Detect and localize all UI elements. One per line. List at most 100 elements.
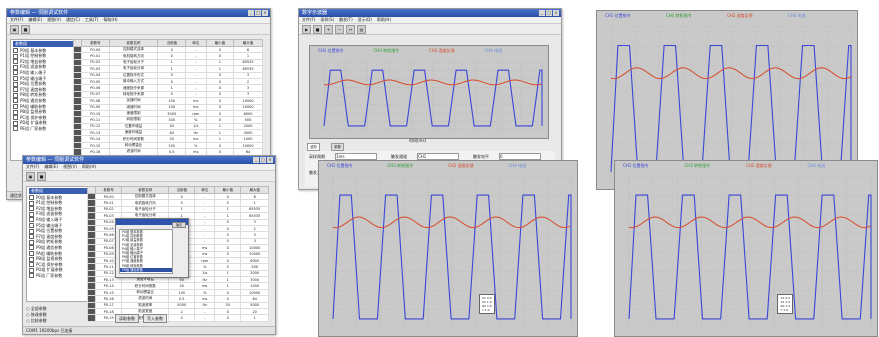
dialog-list-item[interactable]: P1组 控制参数: [122, 234, 143, 239]
table-header-cell[interactable]: 参数号: [81, 39, 110, 47]
tree-item[interactable]: P7组 速度参数: [13, 87, 73, 93]
menu-display[interactable]: 显示(D): [357, 17, 372, 22]
table-header-cell[interactable]: 最大值: [233, 39, 263, 47]
table-cell[interactable]: 20: [168, 282, 196, 290]
menu-edit[interactable]: 编辑(E): [28, 17, 43, 22]
save-icon[interactable]: ■: [37, 171, 46, 181]
open-icon[interactable]: ▣: [10, 24, 19, 34]
read-params-button[interactable]: 读取参数: [115, 314, 139, 323]
menu-comm[interactable]: 通信(C): [65, 17, 80, 22]
expand-icon[interactable]: [13, 92, 18, 98]
table-row[interactable]: P0-02 电子齿轮分子 1-1 65535: [73, 58, 263, 67]
dialog-list-item[interactable]: P4组 输入端子: [122, 246, 143, 251]
maximize-button[interactable]: □: [255, 10, 261, 16]
tree-item[interactable]: P9组 通信参数: [13, 98, 73, 104]
table-header-cell[interactable]: 当前值: [157, 39, 187, 47]
dialog-list-item[interactable]: P9组 通信参数: [120, 267, 172, 273]
zoom-in-icon[interactable]: +: [324, 24, 333, 34]
dialog-list-item[interactable]: P0组 基本参数: [122, 230, 143, 234]
expand-icon[interactable]: [13, 48, 18, 54]
table-cell[interactable]: 100: [157, 97, 187, 105]
expand-icon[interactable]: [13, 59, 18, 65]
expand-icon[interactable]: [13, 53, 18, 59]
tree-item[interactable]: PA组 辅助参数: [13, 104, 73, 110]
expand-icon[interactable]: [29, 267, 34, 273]
tree-item[interactable]: PD组 扩展参数: [13, 120, 73, 126]
table-cell[interactable]: 100: [168, 288, 196, 297]
table-row[interactable]: P0-03 电子齿轮分母 1-1 65535: [73, 65, 263, 73]
table-header-cell[interactable]: 参数名称: [108, 39, 159, 47]
waveform-panel-2[interactable]: CH1 位置指令 CH3 转矩指令 CH2 速度反馈 CH4 电流 X1 0.0 X2 1…: [318, 160, 578, 337]
stop-icon[interactable]: ■: [313, 24, 322, 34]
option-all[interactable]: ○ 全部参数: [26, 306, 47, 311]
tab-params[interactable]: 参数: [331, 143, 344, 151]
menu-file[interactable]: 文件(F): [26, 164, 40, 169]
expand-icon[interactable]: [29, 273, 34, 279]
menu-tools[interactable]: 工具(T): [84, 17, 99, 22]
close-button[interactable]: ×: [262, 10, 268, 16]
expand-icon[interactable]: [29, 256, 34, 262]
param-field[interactable]: 0: [499, 153, 541, 160]
maximize-button[interactable]: □: [260, 157, 266, 163]
tree-item[interactable]: P9组 通信参数: [29, 245, 87, 251]
table-header-cell[interactable]: 最大值: [240, 186, 269, 194]
option-modified[interactable]: ○ 修改参数: [26, 312, 47, 317]
table-cell[interactable]: 0: [157, 77, 187, 86]
table-cell[interactable]: 1: [157, 65, 187, 73]
expand-icon[interactable]: [13, 115, 18, 121]
expand-icon[interactable]: [13, 76, 18, 82]
param-field[interactable]: 1ms: [335, 153, 377, 160]
expand-icon[interactable]: [13, 104, 18, 110]
tree-item[interactable]: P5组 输出端子: [29, 223, 87, 229]
table-header-cell[interactable]: 当前值: [168, 186, 196, 194]
dialog-list-item[interactable]: P5组 输出端子: [122, 251, 143, 256]
tree-item[interactable]: P4组 输入端子: [29, 217, 87, 223]
table-cell[interactable]: 0: [157, 71, 187, 79]
expand-icon[interactable]: [29, 200, 34, 206]
dialog-group-list[interactable]: P0组 基本参数 P1组 控制参数 P2组 增益参数 P3组 滤波参数 P4组 输入端子…: [119, 229, 173, 274]
tree-item[interactable]: PE组 厂家参数: [13, 126, 73, 132]
expand-icon[interactable]: [13, 120, 18, 126]
table-header-cell[interactable]: 参数号: [94, 186, 123, 194]
minimize-button[interactable]: _: [248, 10, 254, 16]
table-row[interactable]: P0-16 滤波时间 0.5 ms 0 64: [87, 295, 269, 303]
menu-help[interactable]: 帮助(H): [103, 17, 118, 22]
table-cell[interactable]: 300: [157, 116, 187, 124]
dialog-list-item[interactable]: P7组 速度参数: [122, 259, 143, 264]
tree-item[interactable]: P6组 位置参数: [13, 81, 73, 87]
dialog-list-item[interactable]: P2组 增益参数: [122, 238, 143, 243]
expand-icon[interactable]: [29, 217, 34, 223]
zoom-out-icon[interactable]: −: [335, 24, 344, 34]
expand-icon[interactable]: [29, 251, 34, 257]
tree-item[interactable]: P7组 速度参数: [29, 234, 87, 240]
tree-item[interactable]: P6组 位置参数: [29, 228, 87, 234]
tree-item[interactable]: P3组 滤波参数: [13, 64, 73, 70]
table-row[interactable]: P0-14 积分时间常数 20 ms 1 1000: [87, 282, 269, 290]
cursor-readout-box[interactable]: X1 0.0 X2 1.0 ΔX 1.0 Y 1.0: [478, 294, 495, 314]
tree-item[interactable]: PC组 保护参数: [29, 262, 87, 268]
tree-item[interactable]: PC组 保护参数: [13, 115, 73, 121]
dialog-list-item[interactable]: P8组 转矩参数: [122, 263, 143, 268]
dialog-ok-button[interactable]: 确定: [172, 222, 186, 228]
table-header-cell[interactable]: 最小值: [214, 186, 242, 194]
table-row[interactable]: P0-15 转动惯量比 100% 0 10000: [87, 288, 269, 297]
tree-item[interactable]: P0组 基本参数: [29, 195, 87, 201]
waveform-panel-3[interactable]: CH1 位置指令 CH3 转矩指令 CH2 速度反馈 CH4 电流 X1 0.0 X2 1…: [614, 160, 878, 337]
table-cell[interactable]: 0: [157, 90, 187, 99]
table-cell[interactable]: 5000: [168, 301, 196, 310]
tree-item[interactable]: PE组 厂家参数: [29, 273, 87, 279]
tree-item[interactable]: PB组 监视参数: [29, 256, 87, 262]
expand-icon[interactable]: [13, 109, 18, 115]
open-icon[interactable]: ▣: [26, 171, 35, 181]
expand-icon[interactable]: [29, 245, 34, 251]
close-button[interactable]: ×: [267, 157, 273, 163]
cursor-readout-box[interactable]: X1 0.0 X2 1.0 ΔX 1.0 Y 1.0: [777, 294, 794, 314]
table-cell[interactable]: 1: [157, 58, 187, 67]
print-icon[interactable]: ▤: [357, 24, 366, 34]
